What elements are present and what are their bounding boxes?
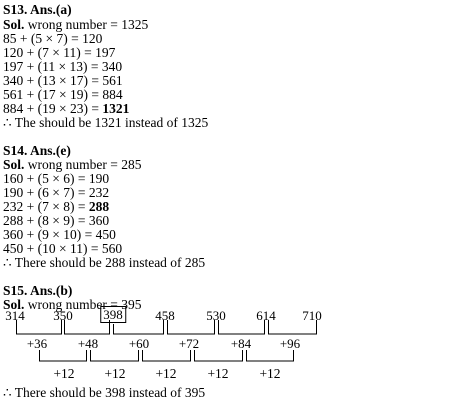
second-diff-5: +12 <box>259 366 281 381</box>
s14-sol-text: wrong number = 285 <box>24 157 142 172</box>
s14-step-6: 450 + (10 × 11) = 560 <box>3 241 123 256</box>
s13-conclusion: ∴ The should be 1321 instead of 1325 <box>3 115 209 130</box>
first-diff-2: +48 <box>77 336 99 351</box>
first-diff-1: +36 <box>26 336 48 351</box>
first-diff-6: +96 <box>279 336 301 351</box>
s13-step-4: 340 + (13 × 17) = 561 <box>3 73 123 88</box>
second-diff-1: +12 <box>53 366 75 381</box>
s13-heading: S13. Ans.(a) <box>3 2 72 17</box>
s15-heading: S15. Ans.(b) <box>3 283 73 298</box>
s13-step-6-text: 884 + (19 × 23) = <box>3 101 103 116</box>
s14-conclusion: ∴ There should be 288 instead of 285 <box>3 255 206 270</box>
s13-step-1: 85 + (5 × 7) = 120 <box>3 31 103 46</box>
second-diff-3: +12 <box>155 366 177 381</box>
s14-sol-line: Sol. wrong number = 285 <box>3 158 142 172</box>
s13-sol-text: wrong number = 1325 <box>24 17 149 32</box>
bracket-2nd-5 <box>246 350 294 362</box>
s14-step-5: 360 + (9 × 10) = 450 <box>3 227 116 242</box>
series-value-3-boxed: 398 <box>100 306 126 323</box>
s13-step-2: 120 + (7 × 11) = 197 <box>3 45 116 60</box>
first-diff-4: +72 <box>178 336 200 351</box>
second-diff-2: +12 <box>104 366 126 381</box>
s14-step-3: 232 + (7 × 8) = 288 <box>3 200 109 214</box>
series-value-2: 350 <box>53 308 73 323</box>
s14-answer-value: 288 <box>88 199 110 214</box>
second-diff-4: +12 <box>207 366 229 381</box>
first-diff-5: +84 <box>230 336 252 351</box>
s14-step-4: 288 + (8 × 9) = 360 <box>3 213 110 228</box>
s14-step-1: 160 + (5 × 6) = 190 <box>3 171 110 186</box>
series-value-7: 710 <box>302 308 322 323</box>
series-value-5: 530 <box>206 308 226 323</box>
series-value-4: 458 <box>155 308 175 323</box>
s14-heading: S14. Ans.(e) <box>3 143 71 158</box>
s13-step-6: 884 + (19 × 23) = 1321 <box>3 102 129 116</box>
s14-step-3-text: 232 + (7 × 8) = <box>3 199 89 214</box>
s14-step-2: 190 + (6 × 7) = 232 <box>3 185 110 200</box>
bracket-2nd-2 <box>90 350 139 362</box>
series-value-1: 314 <box>5 308 25 323</box>
s13-sol-line: Sol. wrong number = 1325 <box>3 18 148 32</box>
s13-step-5: 561 + (17 × 19) = 884 <box>3 87 123 102</box>
series-value-6: 614 <box>256 308 276 323</box>
bracket-2nd-4 <box>194 350 243 362</box>
s13-sol-label: Sol. <box>3 17 25 32</box>
bracket-2nd-1 <box>39 350 87 362</box>
s15-sol-line: Sol. wrong number = 395 <box>3 298 142 312</box>
bracket-2nd-3 <box>142 350 191 362</box>
series-value-3: 398 <box>100 306 126 323</box>
s14-sol-label: Sol. <box>3 157 25 172</box>
s15-conclusion: ∴ There should be 398 instead of 395 <box>3 385 206 400</box>
s15-sol-label: Sol. <box>3 297 25 312</box>
first-diff-3: +60 <box>128 336 150 351</box>
s13-step-3: 197 + (11 × 13) = 340 <box>3 59 123 74</box>
s13-answer-value: 1321 <box>102 101 130 116</box>
s15-sol-text: wrong number = 395 <box>24 297 142 312</box>
